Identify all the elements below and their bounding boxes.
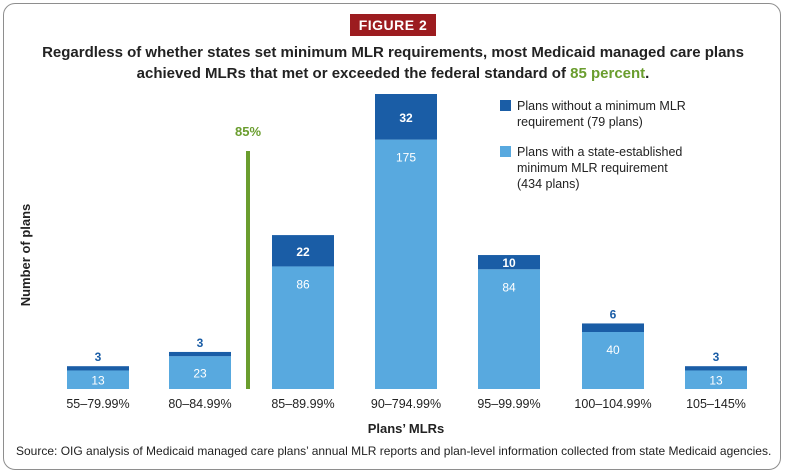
legend-swatch bbox=[500, 100, 511, 111]
x-axis-label: Plans’ MLRs bbox=[368, 421, 445, 436]
title-accent: 85 percent bbox=[570, 65, 646, 82]
title-end: . bbox=[645, 65, 650, 82]
legend-swatch bbox=[500, 146, 511, 157]
bar-with-requirement bbox=[685, 370, 747, 389]
reference-line-label: 85% bbox=[235, 124, 261, 139]
x-tick-label: 55–79.99% bbox=[66, 397, 129, 411]
legend-label: Plans with a state-established bbox=[517, 145, 682, 159]
legend-label: (434 plans) bbox=[517, 177, 580, 191]
bar-with-requirement bbox=[169, 356, 231, 389]
x-tick-label: 85–89.99% bbox=[271, 397, 334, 411]
bar-without-requirement bbox=[272, 235, 334, 267]
chart-title: Regardless of whether states set minimum… bbox=[40, 42, 746, 84]
data-label-without-requirement: 32 bbox=[399, 111, 413, 125]
legend-label: requirement (79 plans) bbox=[517, 115, 643, 129]
data-label-with-requirement: 23 bbox=[193, 367, 207, 381]
data-label-with-requirement: 86 bbox=[296, 277, 310, 291]
legend-label: minimum MLR requirement bbox=[517, 161, 668, 175]
y-axis-label: Number of plans bbox=[18, 204, 33, 307]
data-label-with-requirement: 13 bbox=[91, 374, 105, 388]
data-label-without-requirement: 3 bbox=[197, 336, 204, 350]
bar-without-requirement bbox=[169, 351, 231, 357]
bar-without-requirement bbox=[685, 366, 747, 371]
figure-frame bbox=[3, 3, 781, 470]
data-label-with-requirement: 84 bbox=[502, 280, 516, 294]
data-label-without-requirement: 22 bbox=[296, 245, 310, 259]
bar-with-requirement bbox=[67, 370, 129, 389]
data-label-without-requirement: 6 bbox=[610, 307, 617, 321]
figure-badge: FIGURE 2 bbox=[350, 14, 436, 36]
x-tick-label: 95–99.99% bbox=[477, 397, 540, 411]
bar-without-requirement bbox=[478, 255, 540, 270]
bar-with-requirement bbox=[478, 269, 540, 389]
x-tick-label: 105–145% bbox=[686, 397, 746, 411]
data-label-with-requirement: 175 bbox=[396, 151, 416, 165]
bar-without-requirement bbox=[582, 323, 644, 332]
data-label-without-requirement: 10 bbox=[502, 256, 516, 270]
bar-with-requirement bbox=[375, 139, 437, 389]
data-label-with-requirement: 40 bbox=[606, 343, 620, 357]
x-tick-label: 100–104.99% bbox=[574, 397, 651, 411]
bar-with-requirement bbox=[272, 266, 334, 389]
data-label-without-requirement: 3 bbox=[95, 350, 102, 364]
x-tick-label: 80–84.99% bbox=[168, 397, 231, 411]
bar-with-requirement bbox=[582, 331, 644, 389]
x-tick-label: 90–794.99% bbox=[371, 397, 441, 411]
legend-label: Plans without a minimum MLR bbox=[517, 99, 686, 113]
bar-without-requirement bbox=[375, 94, 437, 140]
bar-without-requirement bbox=[67, 366, 129, 371]
data-label-with-requirement: 13 bbox=[709, 374, 723, 388]
data-label-without-requirement: 3 bbox=[713, 350, 720, 364]
source-note: Source: OIG analysis of Medicaid managed… bbox=[16, 444, 772, 458]
title-main: Regardless of whether states set minimum… bbox=[42, 44, 744, 82]
